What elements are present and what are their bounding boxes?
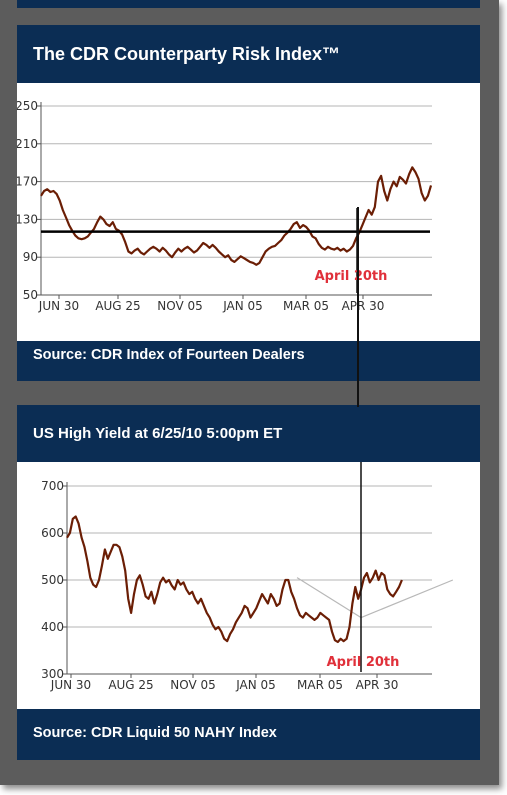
high-yield-y-tick-label: 500 xyxy=(41,573,64,587)
top-panel-edge xyxy=(17,0,480,8)
high-yield-chart-area: 700 600 500 400 300 JUN 30 AUG 25 NOV 05 JAN 05 M… xyxy=(17,462,480,709)
high-yield-april-20-label: April 20th xyxy=(327,655,400,670)
frame-background: The CDR Counterparty Risk Index™ 250 210 1… xyxy=(0,0,499,785)
high-yield-x-tick-label: JUN 30 xyxy=(50,678,91,692)
cdr-index-series-line xyxy=(40,166,433,266)
high-yield-y-tick-label: 300 xyxy=(41,667,64,681)
cdr-index-x-tick-label: JUN 30 xyxy=(38,299,79,313)
high-yield-x-tick-label: AUG 25 xyxy=(108,678,153,692)
high-yield-title: US High Yield at 6/25/10 5:00pm ET xyxy=(33,425,283,442)
cdr-index-y-tick-label: 90 xyxy=(23,250,38,264)
cdr-index-x-tick-label: MAR 05 xyxy=(283,299,329,313)
cdr-index-april-20-label: April 20th xyxy=(315,269,388,284)
high-yield-x-tick-label: JAN 05 xyxy=(235,678,276,692)
high-yield-x-tick-label: NOV 05 xyxy=(170,678,216,692)
high-yield-panel: US High Yield at 6/25/10 5:00pm ET 700 60… xyxy=(17,405,480,760)
high-yield-series-line xyxy=(66,515,403,644)
cdr-index-x-tick-label: JAN 05 xyxy=(222,299,263,313)
cdr-index-y-tick-label: 50 xyxy=(23,288,38,302)
high-yield-x-tick-label: APR 30 xyxy=(356,678,399,692)
high-yield-y-tick-label: 600 xyxy=(41,526,64,540)
cdr-index-source: Source: CDR Index of Fourteen Dealers xyxy=(33,347,305,363)
cdr-index-y-tick-label: 250 xyxy=(17,99,38,113)
high-yield-x-tick-label: MAR 05 xyxy=(297,678,343,692)
cdr-index-x-tick-label: AUG 25 xyxy=(95,299,140,313)
cdr-index-y-tick-label: 170 xyxy=(17,175,38,189)
cdr-index-y-tick-label: 130 xyxy=(17,212,38,226)
cdr-index-chart-area: 250 210 170 130 90 50 JUN 30 AUG 25 NOV 05 JAN 05… xyxy=(15,83,480,341)
cdr-index-y-tick-label: 210 xyxy=(17,137,38,151)
cdr-index-title: The CDR Counterparty Risk Index™ xyxy=(33,44,341,64)
cdr-index-x-tick-label: NOV 05 xyxy=(157,299,203,313)
high-yield-source: Source: CDR Liquid 50 NAHY Index xyxy=(33,725,277,741)
high-yield-y-tick-label: 700 xyxy=(41,479,64,493)
cdr-index-panel: The CDR Counterparty Risk Index™ 250 210 1… xyxy=(15,25,480,381)
high-yield-y-tick-label: 400 xyxy=(41,620,64,634)
cdr-index-x-tick-label: APR 30 xyxy=(342,299,385,313)
april-20-connector-line xyxy=(357,207,359,407)
high-yield-trend-line xyxy=(360,579,454,619)
